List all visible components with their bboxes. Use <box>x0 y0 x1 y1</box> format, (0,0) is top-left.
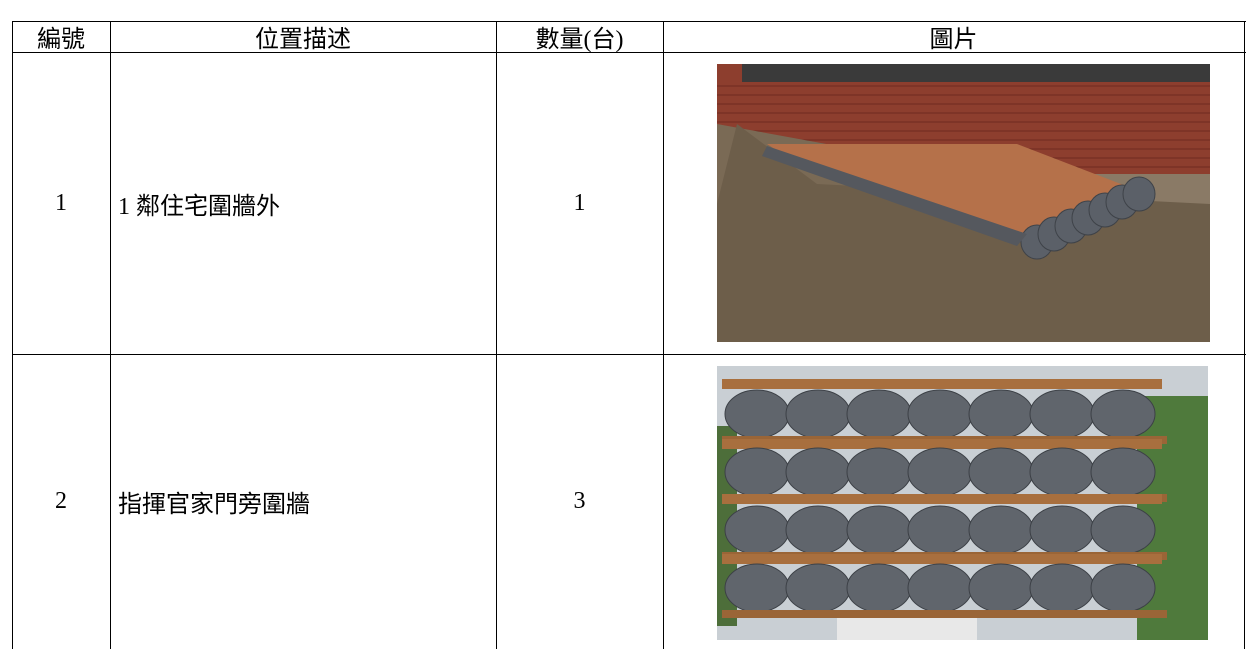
header-cell: 數量(台) <box>535 27 624 53</box>
photo-detail <box>1029 389 1095 439</box>
photo-detail <box>846 563 912 613</box>
table-border <box>663 21 664 649</box>
quantity: 3 <box>573 488 586 514</box>
photo-detail <box>785 563 851 613</box>
photo-detail <box>907 447 973 497</box>
header-cell: 位置描述 <box>255 27 351 53</box>
photo-detail <box>968 389 1034 439</box>
photo-detail <box>1122 176 1156 212</box>
photo-detail <box>1029 447 1095 497</box>
row-number: 1 <box>55 189 67 216</box>
photo-detail <box>722 610 1167 618</box>
photo-detail <box>907 389 973 439</box>
photo-detail <box>722 494 1162 504</box>
photo-detail <box>968 447 1034 497</box>
location: 指揮官家門旁圍牆 <box>118 492 310 518</box>
photo-detail <box>1090 447 1156 497</box>
photo-detail <box>785 505 851 555</box>
photo-detail <box>968 563 1034 613</box>
table-border <box>1244 21 1245 649</box>
photo-detail <box>785 389 851 439</box>
table-border <box>110 21 111 649</box>
photo-detail <box>968 505 1034 555</box>
photo-detail <box>722 439 1162 449</box>
table-border <box>12 354 1246 355</box>
row-number: 2 <box>55 488 67 514</box>
header-cell: 編號 <box>37 27 85 53</box>
table-border <box>12 52 1246 53</box>
photo-detail <box>1090 389 1156 439</box>
photo-detail <box>724 447 790 497</box>
photo-detail <box>722 554 1162 564</box>
location: 1 鄰住宅圍牆外 <box>118 193 280 220</box>
photo <box>717 366 1208 640</box>
table-border <box>12 21 1246 22</box>
photo <box>717 64 1210 342</box>
photo-detail <box>1029 505 1095 555</box>
photo-detail <box>1090 505 1156 555</box>
photo-detail <box>1090 563 1156 613</box>
photo-detail <box>1029 563 1095 613</box>
photo-detail <box>724 505 790 555</box>
photo-detail <box>722 379 1162 389</box>
photo-detail <box>907 563 973 613</box>
photo-detail <box>724 389 790 439</box>
header-cell: 圖片 <box>929 27 978 53</box>
photo-detail <box>724 563 790 613</box>
photo-detail <box>846 389 912 439</box>
table-border <box>496 21 497 649</box>
quantity: 1 <box>573 189 586 216</box>
table-border <box>12 21 13 649</box>
photo-detail <box>846 505 912 555</box>
photo-detail <box>785 447 851 497</box>
photo-detail <box>846 447 912 497</box>
photo-detail <box>907 505 973 555</box>
